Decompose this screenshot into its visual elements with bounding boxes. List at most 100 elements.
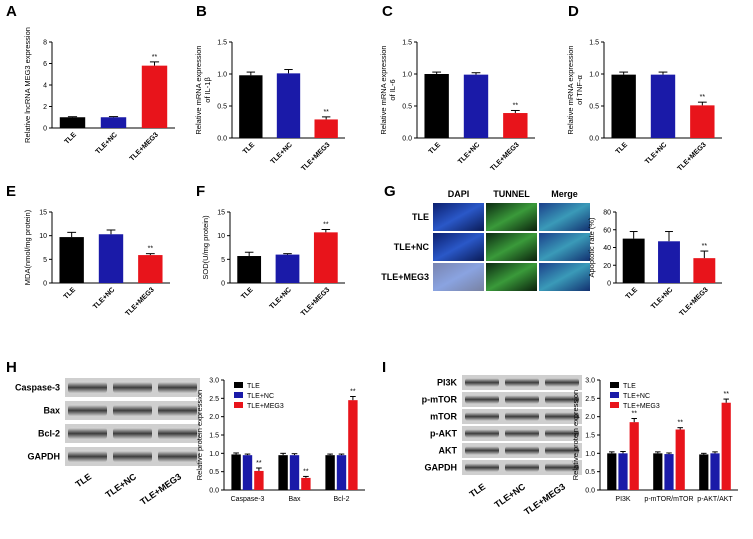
micrograph <box>486 233 537 261</box>
x-tick-label: TLE <box>242 141 257 156</box>
x-tick-label: TLE <box>63 286 78 301</box>
x-tick-label: TLE <box>240 286 255 301</box>
bar <box>629 422 639 490</box>
legend-swatch <box>234 382 243 388</box>
y-tick-label: 0.0 <box>402 136 412 143</box>
lane-label: TLE+MEG3 <box>522 481 567 517</box>
y-axis-label: Relative mRNA expression <box>194 45 203 134</box>
x-tick-label: Bcl-2 <box>334 496 350 503</box>
y-axis-label: SOD(U/mg protein) <box>201 215 210 280</box>
significance-label: ** <box>148 246 154 253</box>
bar <box>98 234 124 283</box>
legend-label: TLE+NC <box>623 393 650 400</box>
y-tick-label: 0 <box>43 281 47 288</box>
y-axis-label: of TNF-α <box>575 75 584 105</box>
significance-label: ** <box>702 243 708 250</box>
y-tick-label: 0.5 <box>209 469 219 476</box>
bar <box>138 255 163 283</box>
y-axis-label: Relative mRNA expression <box>379 45 388 134</box>
bar <box>313 232 338 283</box>
bar <box>59 117 86 128</box>
bar <box>618 453 628 490</box>
significance-label: ** <box>700 94 706 101</box>
y-tick-label: 0.0 <box>209 488 219 495</box>
y-tick-label: 0 <box>607 281 611 288</box>
column-label: TUNNEL <box>493 189 530 199</box>
blot-band <box>113 404 152 417</box>
y-tick-label: 0.5 <box>217 104 227 111</box>
row-label: TLE <box>412 212 429 222</box>
significance-label: ** <box>323 222 329 229</box>
bar <box>301 477 311 490</box>
y-tick-label: 1.5 <box>402 40 412 47</box>
blot-band <box>545 446 579 455</box>
blot-row-label: mTOR <box>430 412 457 422</box>
x-tick-label: TLE <box>625 286 640 301</box>
y-tick-label: 20 <box>603 263 611 270</box>
y-axis-label: Relative protein expression <box>195 390 204 480</box>
blot-band <box>505 446 539 455</box>
panel-label: B <box>196 3 207 20</box>
legend-label: TLE <box>623 383 636 390</box>
y-tick-label: 60 <box>603 227 611 234</box>
bar <box>710 453 720 490</box>
blot-row-label: GAPDH <box>27 452 60 462</box>
y-tick-label: 15 <box>217 210 225 217</box>
y-tick-label: 3.0 <box>585 378 595 385</box>
lane-label: TLE+NC <box>104 471 139 500</box>
legend-swatch <box>234 402 243 408</box>
lane-label: TLE+NC <box>493 481 528 510</box>
blot-band <box>113 450 152 463</box>
legend-swatch <box>610 392 619 398</box>
bar <box>289 455 300 490</box>
bar <box>503 113 528 138</box>
y-tick-label: 0.5 <box>402 104 412 111</box>
bar <box>463 74 489 138</box>
panel-label: I <box>382 359 386 376</box>
x-tick-label: TLE+MEG3 <box>677 141 708 172</box>
x-tick-label: TLE+NC <box>457 141 481 165</box>
y-tick-label: 80 <box>603 210 611 217</box>
blot-band <box>465 446 499 455</box>
y-tick-label: 0 <box>221 281 225 288</box>
blot-row-label: AKT <box>439 446 458 456</box>
y-tick-label: 1.0 <box>402 72 412 79</box>
blot-row-label: Bax <box>43 406 60 416</box>
blot-band <box>465 412 499 421</box>
blot-row-label: Bcl-2 <box>38 429 60 439</box>
lane-label: TLE <box>73 471 93 489</box>
bar <box>314 119 338 138</box>
blot-band <box>158 450 197 463</box>
x-tick-label: Bax <box>288 496 301 503</box>
x-tick-label: TLE+NC <box>95 131 119 155</box>
y-tick-label: 15 <box>39 210 47 217</box>
legend-label: TLE+MEG3 <box>623 403 660 410</box>
blot-band <box>545 463 579 472</box>
x-tick-label: TLE <box>428 141 443 156</box>
blot-band <box>505 378 539 387</box>
x-tick-label: TLE+NC <box>92 286 116 310</box>
y-tick-label: 1.5 <box>217 40 227 47</box>
x-tick-label: TLE+MEG3 <box>490 141 521 172</box>
x-tick-label: p-AKT/AKT <box>697 496 733 503</box>
bar <box>336 455 347 490</box>
y-axis-label: Relative mRNA expression <box>566 45 575 134</box>
bar <box>348 400 358 490</box>
bar <box>611 74 636 138</box>
panel-label: G <box>384 183 396 200</box>
y-tick-label: 2.5 <box>209 396 219 403</box>
blot-band <box>545 412 579 421</box>
bar <box>721 402 731 490</box>
x-tick-label: TLE+MEG3 <box>129 131 160 162</box>
blot-band <box>158 381 197 394</box>
legend-label: TLE+NC <box>247 393 274 400</box>
x-tick-label: TLE+NC <box>270 141 294 165</box>
lane-label: TLE+MEG3 <box>138 471 183 507</box>
micrograph <box>433 233 484 261</box>
blot-band <box>465 378 499 387</box>
y-tick-label: 1.0 <box>589 72 599 79</box>
bar <box>141 65 168 128</box>
x-tick-label: TLE+MEG3 <box>300 286 331 317</box>
y-tick-label: 2.0 <box>209 414 219 421</box>
blot-band <box>465 395 499 404</box>
